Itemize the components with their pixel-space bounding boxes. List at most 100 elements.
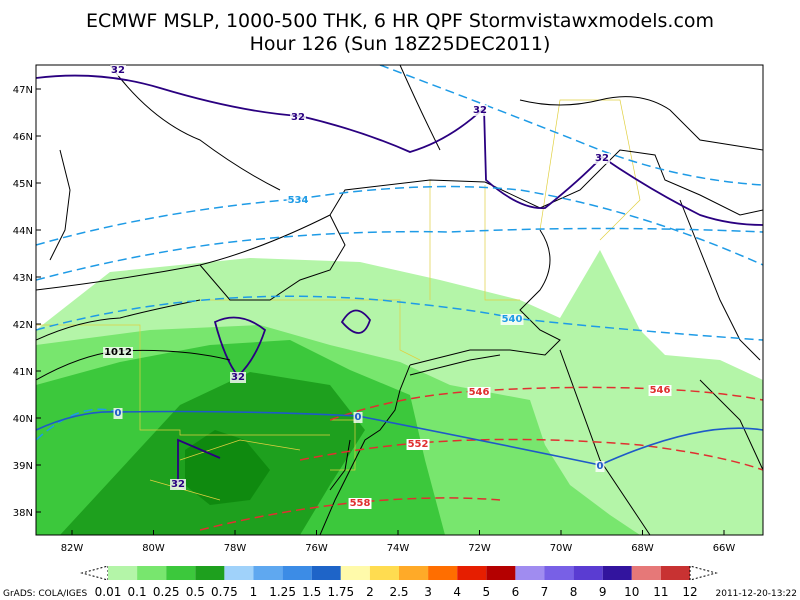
qpf-heaviest	[185, 430, 270, 505]
colorbar-label: 0.01	[95, 585, 122, 599]
contour-label: 552	[408, 439, 429, 450]
contour-label-bg	[286, 195, 310, 206]
lat-label: 42N	[13, 320, 33, 331]
colorbar-label: 2.5	[389, 585, 408, 599]
lat-label: 46N	[13, 132, 33, 143]
map-frame	[35, 64, 764, 536]
lon-label: 78W	[224, 543, 247, 554]
colorbar-label: 11	[653, 585, 668, 599]
contour-label: 32	[291, 112, 305, 123]
colorbar-swatch	[544, 566, 574, 580]
colorbar-swatch	[660, 566, 690, 580]
subtitle: Hour 126 (Sun 18Z25DEC2011)	[250, 33, 551, 55]
colorbar-label: 10	[624, 585, 639, 599]
contour-label-bg	[230, 372, 246, 383]
contour-label: 0	[115, 408, 122, 419]
colorbar-swatch	[515, 566, 545, 580]
contour-label: 558	[350, 498, 371, 509]
colorbar-low-arrow	[80, 565, 109, 581]
contour-label-bg	[103, 347, 133, 358]
contour-label: 534	[288, 195, 309, 206]
colorbar-label: 8	[570, 585, 578, 599]
contour-label-bg	[467, 387, 491, 398]
contour-label-bg	[348, 498, 372, 509]
colorbar-label: 0.75	[211, 585, 238, 599]
colorbar-swatch	[428, 566, 458, 580]
contour-label-bg	[500, 314, 524, 325]
lat-label: 44N	[13, 226, 33, 237]
colorbar-swatch	[631, 566, 661, 580]
lat-label: 38N	[13, 508, 33, 519]
lat-label: 41N	[13, 367, 33, 378]
contour-label-bg	[110, 65, 126, 76]
colorbar-swatch	[602, 566, 632, 580]
colorbar-swatch	[340, 566, 370, 580]
lat-label: 43N	[13, 273, 33, 284]
lat-label: 45N	[13, 179, 33, 190]
colorbar-label: 0.5	[186, 585, 205, 599]
colorbar-swatch	[399, 566, 429, 580]
lat-label: 40N	[13, 414, 33, 425]
contour-label: 0	[597, 461, 604, 472]
colorbar-label: 9	[599, 585, 607, 599]
contour-label: 0	[355, 412, 362, 423]
contour-label: 32	[171, 479, 185, 490]
lon-label: 68W	[631, 543, 654, 554]
colorbar-swatch	[195, 566, 225, 580]
lat-label: 47N	[13, 85, 33, 96]
colorbar-label: 12	[682, 585, 697, 599]
lon-label: 72W	[468, 543, 491, 554]
colorbar-label: 0.1	[128, 585, 147, 599]
contour-label: 32	[595, 153, 609, 164]
contour-label-bg	[113, 408, 123, 419]
contour-label-bg	[170, 479, 186, 490]
colorbar-label: 5	[482, 585, 490, 599]
contour-label: 32	[231, 372, 245, 383]
contour-label-bg	[594, 153, 610, 164]
colorbar-swatch	[108, 566, 138, 580]
map-layers	[36, 65, 763, 535]
lon-label: 82W	[61, 543, 84, 554]
colorbar-swatch	[282, 566, 312, 580]
contour-label: 540	[502, 314, 523, 325]
lon-label: 76W	[305, 543, 328, 554]
contour-label-bg	[595, 461, 605, 472]
colorbar-label: 1.5	[302, 585, 321, 599]
colorbar-label: 6	[512, 585, 520, 599]
contour-label: 32	[111, 65, 125, 76]
colorbar-label: 7	[541, 585, 549, 599]
contour-label: 32	[473, 105, 487, 116]
lon-label: 66W	[713, 543, 736, 554]
colorbar-label: 2	[366, 585, 374, 599]
colorbar-swatch	[486, 566, 516, 580]
colorbar-swatch	[137, 566, 167, 580]
colorbar-swatch	[311, 566, 341, 580]
colorbar-label: 4	[453, 585, 461, 599]
colorbar-swatch	[573, 566, 603, 580]
colorbar-label: 1.75	[327, 585, 354, 599]
contour-label-bg	[648, 385, 672, 396]
thickness-cold	[36, 65, 763, 441]
colorbar-label: 3	[424, 585, 432, 599]
lon-label: 74W	[387, 543, 410, 554]
footer-left: GrADS: COLA/IGES	[3, 589, 87, 599]
lon-label: 70W	[550, 543, 573, 554]
contour-label-bg	[353, 412, 363, 423]
colorbar-swatch	[457, 566, 487, 580]
colorbar-swatch	[369, 566, 399, 580]
colorbar-swatch	[224, 566, 254, 580]
contour-label-bg	[472, 105, 488, 116]
colorbar-label: 1.25	[269, 585, 296, 599]
colorbar-high-arrow	[689, 565, 718, 581]
contour-label: 546	[469, 387, 490, 398]
colorbar-label: 0.25	[153, 585, 180, 599]
contour-label: 1012	[104, 347, 132, 358]
colorbar-swatch	[166, 566, 196, 580]
contour-label-bg	[406, 439, 430, 450]
state-borders	[36, 99, 641, 501]
title: ECMWF MSLP, 1000-500 THK, 6 HR QPF Storm…	[86, 10, 714, 32]
colorbar-label: 1	[250, 585, 258, 599]
footer-right: 2011-12-20-13:22	[716, 589, 798, 599]
